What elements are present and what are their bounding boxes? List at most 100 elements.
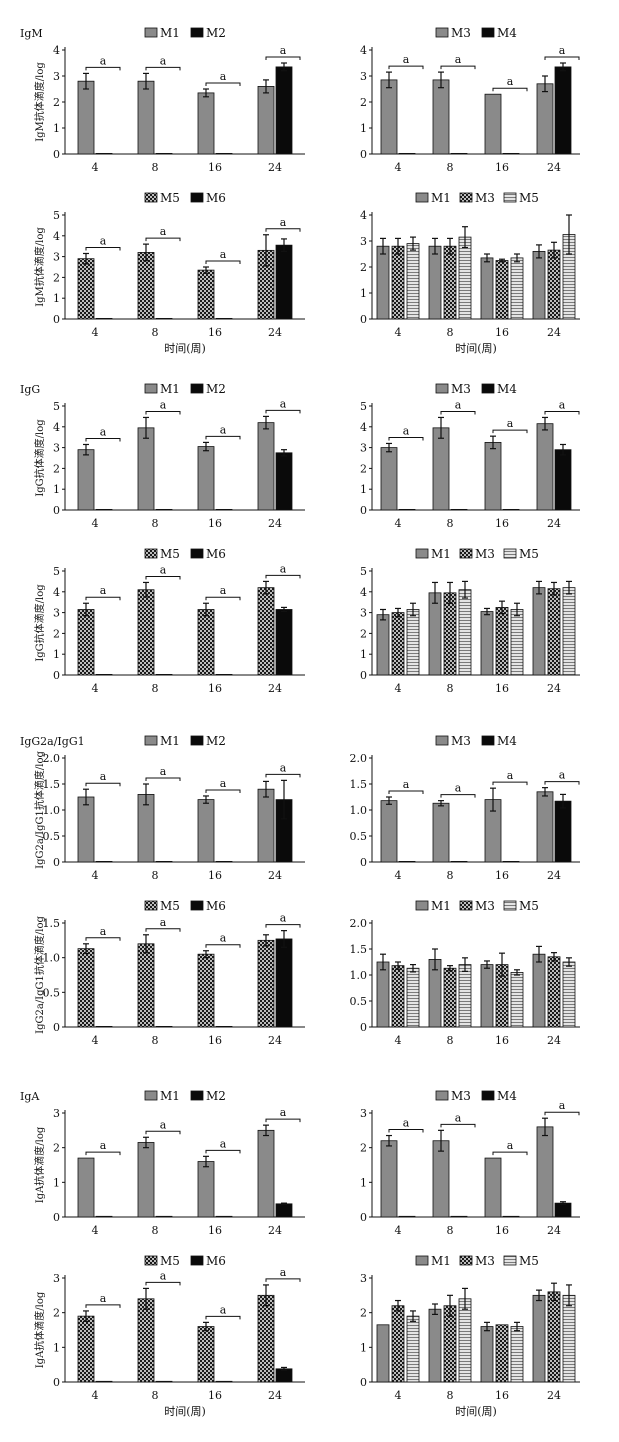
significance-bracket <box>85 596 121 601</box>
y-tick-label: 1.5 <box>43 778 61 791</box>
significance-bracket <box>145 410 181 415</box>
y-tick-label: 2 <box>360 261 367 274</box>
y-tick-label: 3 <box>360 1107 367 1120</box>
y-tick-label: 3 <box>360 70 367 83</box>
significance-label: a <box>559 398 566 411</box>
significance-bracket <box>145 1130 181 1135</box>
bar <box>215 1026 233 1028</box>
y-tick-label: 4 <box>360 421 367 434</box>
y-tick-label: 2 <box>53 462 60 475</box>
significance-bracket <box>205 596 241 601</box>
x-tick-label: 4 <box>395 161 402 174</box>
bar <box>547 249 561 320</box>
x-tick-label: 16 <box>495 1389 509 1402</box>
significance-bracket <box>544 1111 580 1116</box>
significance-bracket <box>205 944 241 948</box>
x-tick-label: 16 <box>208 161 222 174</box>
y-tick-label: 2.0 <box>350 917 368 930</box>
chart-panel: 0 1 2 3 4 4 a 8 a 16 a 24 a M3 M4 <box>360 26 580 174</box>
bar <box>215 317 233 320</box>
x-tick-label: 4 <box>395 326 402 339</box>
x-tick-label: 24 <box>547 1389 561 1402</box>
y-tick-label: 3 <box>360 235 367 248</box>
significance-bracket <box>265 228 301 232</box>
y-tick-label: 2 <box>53 96 60 109</box>
bar <box>432 79 450 155</box>
x-tick-label: 4 <box>395 1389 402 1402</box>
legend-swatch <box>190 27 204 38</box>
significance-bracket <box>85 937 121 941</box>
x-tick-label: 16 <box>208 326 222 339</box>
y-tick-label: 1 <box>53 122 60 135</box>
y-tick-label: 4 <box>360 209 367 222</box>
legend-label: M5 <box>519 1254 539 1268</box>
y-tick-label: 5 <box>360 565 367 578</box>
bar <box>77 449 95 511</box>
legend-label: M6 <box>206 899 226 913</box>
bar <box>155 1026 173 1028</box>
legend-label: M6 <box>206 1254 226 1268</box>
bar <box>380 1140 398 1218</box>
significance-label: a <box>507 1139 514 1152</box>
y-tick-label: 3 <box>360 442 367 455</box>
bar <box>495 1324 509 1383</box>
significance-bracket <box>205 1315 241 1320</box>
bar <box>95 508 113 511</box>
significance-bracket <box>265 409 301 414</box>
legend-label: M4 <box>497 26 517 40</box>
bar <box>562 587 576 676</box>
bar <box>406 609 420 676</box>
bar <box>502 1215 520 1218</box>
x-tick-label: 8 <box>447 1224 454 1237</box>
bar <box>197 92 215 155</box>
bar <box>406 1315 420 1383</box>
significance-label: a <box>403 778 410 791</box>
bar <box>137 943 155 1028</box>
significance-bracket <box>85 1151 121 1156</box>
bar <box>510 1326 524 1383</box>
bar <box>380 79 398 155</box>
x-tick-label: 24 <box>547 682 561 695</box>
bar <box>215 861 233 863</box>
y-tick-label: 5 <box>53 400 60 413</box>
legend-swatch <box>190 900 204 911</box>
x-tick-label: 24 <box>547 1034 561 1047</box>
bar <box>197 1326 215 1383</box>
x-tick-label: 16 <box>208 869 222 882</box>
y-tick-label: 1 <box>53 648 60 661</box>
bar <box>155 1215 173 1218</box>
y-tick-label: 0 <box>53 504 60 517</box>
significance-label: a <box>100 770 107 783</box>
legend-swatch <box>190 1090 204 1101</box>
significance-label: a <box>455 53 462 66</box>
x-axis-label: 时间(周) <box>455 1405 497 1418</box>
significance-label: a <box>280 1106 287 1119</box>
significance-bracket <box>440 65 476 70</box>
bar <box>398 508 416 511</box>
bar <box>95 317 113 320</box>
bar <box>137 252 155 320</box>
significance-bracket <box>205 435 241 440</box>
x-tick-label: 8 <box>152 1389 159 1402</box>
significance-bracket <box>265 1278 301 1282</box>
bar <box>155 152 173 155</box>
y-tick-label: 1 <box>360 648 367 661</box>
x-tick-label: 16 <box>208 1034 222 1047</box>
significance-label: a <box>100 1292 107 1305</box>
significance-bracket <box>265 1118 301 1123</box>
y-tick-label: 0.5 <box>350 830 368 843</box>
legend-swatch <box>190 548 204 559</box>
significance-bracket <box>388 1129 424 1133</box>
x-axis-label: 时间(周) <box>164 1405 206 1418</box>
bar <box>95 861 113 863</box>
bar <box>155 1380 173 1383</box>
y-tick-label: 3 <box>360 1272 367 1285</box>
bar <box>458 964 472 1028</box>
y-tick-label: 4 <box>53 586 60 599</box>
chart-panel: 0 1 2 3 IgA抗体滴度/log 4 a 8 a 16 a 24 a M1 M2 <box>33 1089 305 1237</box>
bar <box>450 1215 468 1218</box>
x-tick-label: 8 <box>447 682 454 695</box>
significance-bracket <box>265 924 301 928</box>
legend-label: M3 <box>451 26 471 40</box>
